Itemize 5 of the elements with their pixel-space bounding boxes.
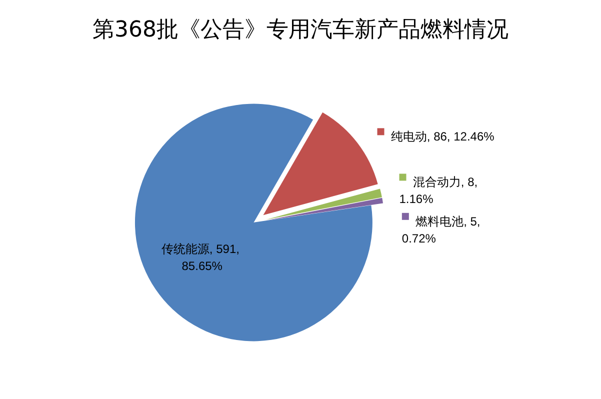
chart-title: 第368批《公告》专用汽车新产品燃料情况 [92, 18, 508, 42]
legend-label: 燃料电池, 5, 0.72% [402, 214, 484, 246]
slice-label: 传统能源, 591, 85.65% [161, 242, 243, 274]
legend-label: 混合动力, 8, 1.16% [399, 175, 481, 206]
legend-label: 纯电动, 86, 12.46% [384, 130, 495, 144]
